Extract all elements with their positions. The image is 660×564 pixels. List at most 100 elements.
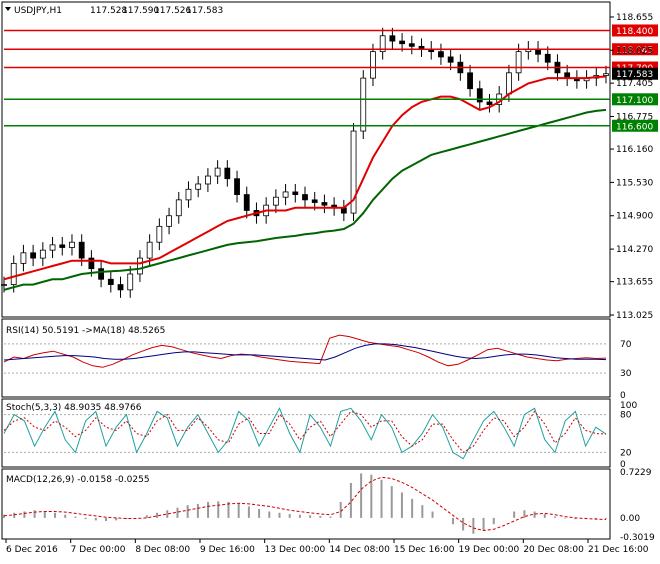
candle-body [467,72,473,90]
candle-body [49,244,56,251]
price-tick-label: 114.900 [616,212,653,222]
candle-body [59,244,66,248]
stoch-k-line [3,407,607,460]
price-tick-label: 113.655 [616,278,653,288]
x-tick-label: 19 Dec 00:00 [459,545,520,555]
rsi-ma-line [3,343,607,361]
candle-body [408,43,415,47]
price-header-open: 117.528 [90,6,127,16]
candle-body [98,268,104,280]
x-tick-label: 21 Dec 16:00 [588,545,649,555]
candle-body [292,191,299,195]
level-label-bg-0 [612,24,658,37]
macd-header: MACD(12,26,9) -0.0158 -0.0255 [6,475,150,485]
stoch-d-line [3,410,607,454]
candle-body [195,183,202,190]
candle-body [10,262,17,285]
candle-body [360,77,367,132]
rsi-header: RSI(14) 50.5191 ->MA(18) 48.5265 [6,326,165,336]
axes: 118.655 118.025 117.405 116.775 116.160 115.5… [5,13,655,555]
stoch-min-label: 0 [620,460,626,470]
candle-body [166,215,172,227]
candle-body [438,51,444,58]
stoch-tick-label: 20 [620,448,632,458]
level-label-0: 118.400 [616,27,653,37]
candle-body [214,167,221,177]
macd-tick-label: -0.3019 [620,533,655,543]
candle-body [69,241,75,248]
candle-body [39,249,46,259]
candle-body [370,51,376,79]
candle-body [156,225,163,243]
candle-body [1,284,7,286]
last-price-bg [612,67,658,80]
level-label-3: 117.100 [616,96,653,106]
candle-body [20,252,27,264]
x-tick-label: 20 Dec 08:00 [523,545,584,555]
candle-body [175,199,182,217]
price-tick-label: 118.025 [616,46,653,56]
moving-average-green-line [3,108,607,291]
macd-tick-label: 0.00 [620,514,640,524]
price-tick-label: 115.530 [616,178,653,188]
candle-body [603,73,609,76]
level-label-bg-4 [612,119,658,132]
price-header-close: 117.583 [186,6,223,16]
candle-body [224,167,231,180]
level-label-1: 118.045 [616,46,653,56]
candle-body [486,101,493,105]
candle-body [544,53,551,63]
candle-body [447,56,454,63]
candle-body [389,35,396,42]
stoch-tick-label: 80 [620,411,632,421]
candle-body [137,257,143,275]
candle-body [321,202,328,206]
price-tick-label: 118.655 [616,13,653,23]
rsi-tick-label: 70 [620,340,632,350]
stoch-header: Stoch(5,3,3) 48.9035 48.9766 [6,403,142,413]
macd-signal-line [3,476,607,532]
collapse-triangle-icon[interactable] [5,7,11,11]
x-tick-label: 6 Dec 2016 [6,545,58,555]
macd-tick-label: 0.7229 [620,468,652,478]
candle-body [399,40,405,45]
price-plot: 118.400118.045117.700117.100116.600117.5… [1,24,658,298]
candle-body [234,178,240,195]
candle-body [515,51,522,74]
level-label-bg-3 [612,93,658,106]
price-tick-label: 116.775 [616,112,653,122]
candle-body [302,194,308,201]
price-tick-label: 114.270 [616,245,653,255]
candle-body [311,199,318,203]
level-label-4: 116.600 [616,122,653,132]
price-header-high: 117.590 [122,6,159,16]
candle-body [350,130,357,214]
candle-body [78,241,85,259]
candle-body [185,188,192,201]
macd-plot [3,473,607,534]
x-tick-label: 15 Dec 16:00 [394,545,455,555]
candle-body [272,196,279,206]
candle-body [88,257,95,270]
stoch-plot [3,407,607,460]
moving-average-red-line [3,75,607,281]
candle-body [107,278,114,285]
candle-body [117,284,124,291]
candle-body [506,72,512,95]
candle-body [146,241,153,259]
level-label-bg-1 [612,43,658,56]
price-tick-label: 116.160 [616,145,653,155]
price-tick-label: 117.405 [616,79,653,89]
candle-body [127,273,134,291]
rsi-plot [3,334,607,374]
x-tick-label: 14 Dec 08:00 [329,545,390,555]
price-pane-frame [1,1,611,318]
rsi-tick-label: 0 [620,391,626,401]
macd-pane-frame [1,468,611,540]
candle-body [476,88,483,103]
candle-body [243,194,250,211]
candle-body [30,252,37,259]
last-price-label: 117.583 [616,70,653,80]
x-tick-label: 8 Dec 08:00 [135,545,190,555]
